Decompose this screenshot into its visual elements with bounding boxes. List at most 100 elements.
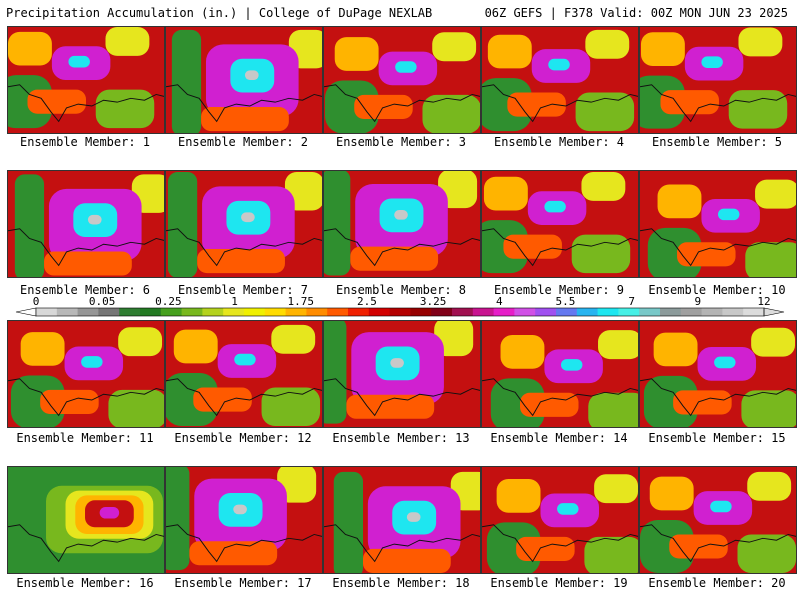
precip-area	[649, 476, 694, 511]
colorbar-swatch	[160, 308, 183, 316]
precip-area	[197, 249, 285, 274]
precip-area	[737, 534, 796, 573]
precip-field	[640, 321, 796, 427]
precip-area	[482, 78, 532, 132]
ensemble-member-map	[165, 170, 323, 278]
ensemble-member-label: Ensemble Member: 19	[490, 576, 628, 590]
ensemble-member-map	[323, 466, 481, 574]
precip-area	[640, 32, 685, 67]
ensemble-member-map	[165, 320, 323, 428]
precip-area	[354, 94, 413, 120]
colorbar-swatch	[514, 308, 536, 316]
precip-area	[520, 392, 579, 417]
colorbar-tick-label: 0.25	[155, 295, 182, 308]
coastline-border	[8, 378, 164, 417]
precip-area	[669, 534, 728, 559]
precip-area	[714, 356, 736, 369]
colorbar-swatch	[181, 308, 203, 316]
colorbar-swatch	[264, 308, 287, 316]
precip-area	[261, 387, 321, 427]
colorbar-tick-label: 2.5	[356, 295, 377, 308]
precip-field	[166, 27, 322, 133]
precip-area	[173, 329, 218, 364]
precip-area	[755, 179, 796, 209]
ensemble-member-map	[323, 170, 481, 278]
coastline-border	[166, 524, 322, 563]
precip-field	[482, 321, 638, 427]
precip-area	[87, 214, 102, 225]
coastline-border	[482, 228, 638, 267]
ensemble-member-map	[7, 320, 165, 428]
colorbar-tick-label: 1.75	[287, 295, 314, 308]
colorbar-swatch	[56, 308, 79, 316]
coastline-border	[324, 84, 480, 123]
colorbar-swatch	[77, 308, 99, 316]
precip-field	[324, 171, 480, 277]
precip-area	[68, 55, 90, 68]
colorbar-swatch	[98, 308, 120, 316]
coastline-border	[166, 228, 322, 267]
ensemble-member-label: Ensemble Member: 20	[648, 576, 786, 590]
ensemble-member-label: Ensemble Member: 7	[177, 283, 309, 297]
precip-field	[8, 171, 164, 277]
colorbar-swatch	[36, 308, 58, 316]
precip-area	[350, 246, 439, 271]
colorbar-swatch	[327, 308, 349, 316]
ensemble-member-map	[639, 320, 797, 428]
coastline-border	[8, 228, 164, 267]
precip-area	[14, 174, 45, 277]
precip-area	[438, 171, 478, 209]
colorbar-swatch	[348, 308, 370, 316]
precip-area	[81, 356, 103, 368]
precip-area	[8, 31, 52, 66]
precip-area	[500, 334, 545, 369]
precip-field	[166, 171, 322, 277]
precip-area	[544, 200, 566, 213]
precip-area	[166, 467, 190, 571]
ensemble-member-label: Ensemble Member: 5	[651, 135, 783, 149]
ensemble-member-map	[481, 466, 639, 574]
precip-area	[44, 251, 132, 276]
ensemble-member-label: Ensemble Member: 11	[16, 431, 154, 445]
coastline-border	[640, 84, 796, 123]
precip-area	[271, 324, 316, 354]
precip-area	[747, 471, 792, 501]
precip-area	[99, 506, 120, 519]
coastline-border	[482, 84, 638, 123]
coastline-border	[324, 378, 480, 417]
precip-area	[598, 330, 638, 360]
colorbar-tick-label: 3.25	[419, 295, 447, 308]
ensemble-member-label: Ensemble Member: 4	[493, 135, 625, 149]
colorbar-swatch	[389, 308, 411, 316]
colorbar-swatch	[556, 308, 578, 316]
colorbar-swatch	[576, 308, 599, 316]
coastline-border	[324, 228, 480, 267]
ensemble-member-map	[7, 26, 165, 134]
precip-area	[390, 358, 404, 368]
precip-field	[640, 171, 796, 277]
coastline-border	[166, 84, 322, 123]
precip-field	[482, 467, 638, 573]
precip-area	[118, 327, 163, 357]
precip-area	[324, 171, 351, 276]
precip-area	[571, 234, 631, 274]
colorbar-swatch	[119, 308, 141, 316]
ensemble-member-label: Ensemble Member: 9	[493, 283, 625, 297]
map-title: Precipitation Accumulation (in.) | Colle…	[6, 6, 433, 20]
coastline-border	[640, 228, 796, 267]
precip-area	[346, 394, 435, 419]
precip-area	[728, 90, 788, 129]
precip-area	[277, 467, 317, 503]
precip-area	[710, 500, 732, 513]
ensemble-member-label: Ensemble Member: 17	[174, 576, 312, 590]
precip-field	[166, 321, 322, 427]
precip-area	[10, 375, 65, 427]
precip-area	[233, 504, 247, 515]
precip-area	[395, 61, 417, 73]
precip-area	[422, 94, 480, 133]
precip-area	[516, 536, 575, 561]
precip-area	[677, 242, 736, 267]
colorbar-swatch	[493, 308, 515, 316]
precip-area	[324, 80, 379, 133]
colorbar-swatch	[680, 308, 703, 316]
